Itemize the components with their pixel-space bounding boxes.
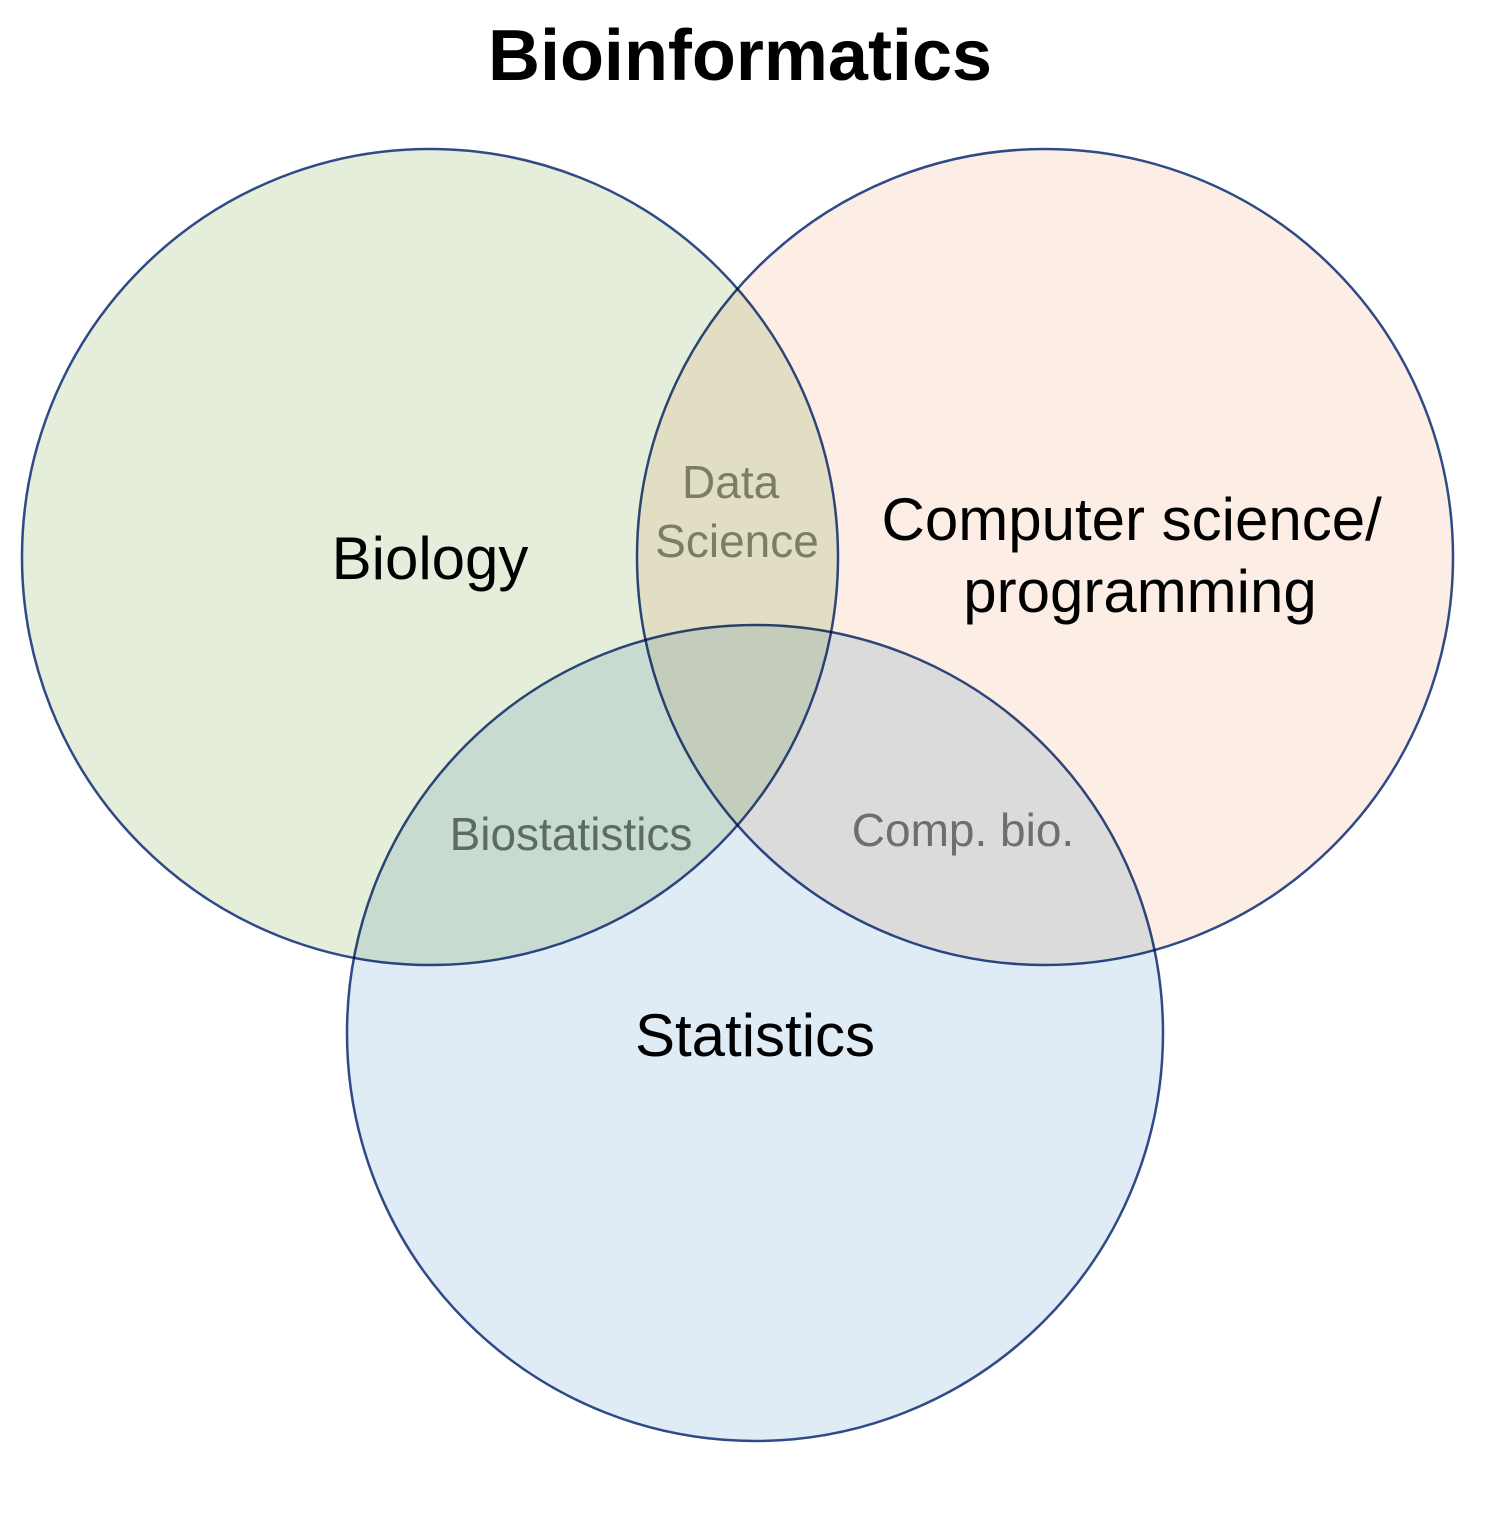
computer-science-label-line-1: Computer science/ [882, 486, 1383, 553]
data-science-label-line-1: Data [682, 456, 780, 508]
biostatistics-label: Biostatistics [450, 808, 693, 860]
statistics-label: Statistics [635, 1002, 875, 1069]
statistics-label-line: Statistics [635, 1002, 875, 1069]
computer-science-label: Computer science/ programming [882, 486, 1399, 625]
biology-label-line: Biology [332, 525, 529, 592]
computer-science-label-line-2: programming [963, 558, 1316, 625]
comp-bio-label-line: Comp. bio. [852, 804, 1074, 856]
diagram-title: Bioinformatics [488, 16, 992, 96]
comp-bio-label: Comp. bio. [852, 804, 1074, 856]
biology-label: Biology [332, 525, 529, 592]
set-labels: Biology Computer science/ programming St… [332, 486, 1399, 1069]
biostatistics-label-line: Biostatistics [450, 808, 693, 860]
data-science-label-line-2: Science [655, 515, 819, 567]
data-science-label: Data Science [655, 456, 819, 567]
overlap-labels: Data Science Biostatistics Comp. bio. [450, 456, 1075, 860]
circles [20, 147, 1455, 1443]
statistics-circle [345, 623, 1165, 1443]
